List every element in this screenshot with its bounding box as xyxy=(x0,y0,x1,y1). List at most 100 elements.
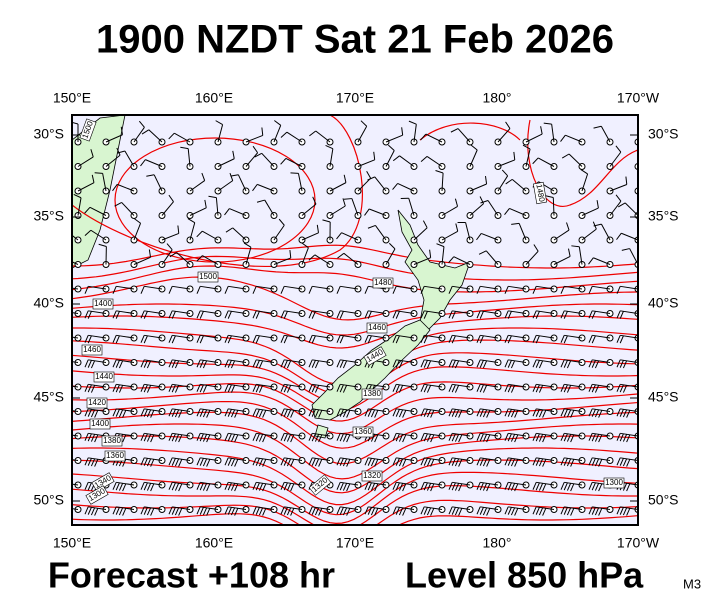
barb-tick xyxy=(479,482,484,491)
barb-tick xyxy=(138,120,145,128)
barb-tick xyxy=(532,310,537,319)
contour-label-bg xyxy=(89,418,111,430)
barb-tick xyxy=(615,145,622,153)
barb-tick xyxy=(370,409,376,418)
barb-tick xyxy=(140,433,145,441)
barb-tick xyxy=(252,457,257,466)
barb-tick xyxy=(374,483,379,492)
barb-tick xyxy=(199,433,204,442)
barb-tick xyxy=(252,286,257,294)
barb-tick xyxy=(616,433,621,441)
barb-staff xyxy=(452,285,471,290)
barb-tick xyxy=(187,218,196,224)
barb-tick xyxy=(454,409,460,418)
barb-tick xyxy=(174,483,180,491)
barb-tick xyxy=(504,335,509,343)
lat-label-left: 40°S xyxy=(33,295,64,311)
contour-label-bg xyxy=(366,322,388,334)
barb-tick xyxy=(174,409,180,418)
barb-tick xyxy=(94,434,99,443)
barb-tick xyxy=(598,434,603,443)
barb-tick xyxy=(229,172,234,181)
barb-staff xyxy=(329,205,346,216)
barb-tick xyxy=(308,286,313,294)
contour-label: 1320 xyxy=(361,470,383,482)
barb-tick xyxy=(115,360,120,368)
barb-tick xyxy=(560,335,565,343)
barb-tick xyxy=(199,458,204,466)
barb-tick xyxy=(312,196,317,205)
barb-tick xyxy=(336,310,341,319)
barb-staff xyxy=(228,285,247,290)
barb-tick xyxy=(594,434,600,442)
barb-staff xyxy=(121,202,135,216)
barb-tick xyxy=(373,151,376,160)
barb-tick xyxy=(395,360,400,368)
barb-tick xyxy=(480,200,489,204)
barb-staff xyxy=(441,205,458,216)
barb-staff xyxy=(426,155,443,167)
barb-tick xyxy=(504,208,510,216)
barb-staff xyxy=(385,150,395,167)
barb-tick xyxy=(171,360,176,368)
barb-staff xyxy=(375,225,387,241)
barb-tick xyxy=(230,174,239,177)
barb-tick xyxy=(118,385,124,393)
barb-staff xyxy=(469,203,484,216)
barb-tick xyxy=(616,335,621,343)
lon-label-bottom: 180° xyxy=(483,535,512,551)
barb-tick xyxy=(448,359,453,368)
barb-tick xyxy=(262,434,267,443)
barb-tick xyxy=(112,506,117,515)
barb-tick xyxy=(510,409,516,418)
barb-staff xyxy=(413,227,428,241)
barb-tick xyxy=(482,434,488,442)
barb-staff xyxy=(72,385,79,388)
barb-tick xyxy=(420,457,425,466)
barb-tick xyxy=(143,458,148,466)
barb-tick xyxy=(598,483,603,492)
barb-tick xyxy=(367,176,376,181)
barb-tick xyxy=(174,458,180,467)
barb-staff xyxy=(257,183,275,192)
contour-label: 1400 xyxy=(89,418,111,430)
barb-tick xyxy=(588,359,593,368)
barb-tick xyxy=(422,220,428,228)
barb-tick xyxy=(227,458,232,466)
barb-tick xyxy=(336,482,341,490)
south-island xyxy=(311,319,431,421)
barb-tick xyxy=(616,506,621,515)
contour-label-text: 1380 xyxy=(103,436,121,445)
barb-tick xyxy=(510,507,516,516)
barb-tick xyxy=(67,459,70,466)
barb-tick xyxy=(514,459,519,467)
barb-tick xyxy=(423,409,428,417)
barb-tick xyxy=(398,507,404,516)
barb-tick xyxy=(346,459,351,467)
barb-tick xyxy=(402,434,407,443)
barb-tick xyxy=(532,157,539,165)
barb-tick xyxy=(560,359,565,368)
barb-tick xyxy=(171,433,176,442)
barb-staff xyxy=(72,434,79,437)
barb-tick xyxy=(426,458,432,467)
barb-tick xyxy=(339,482,344,491)
contour-label-bg xyxy=(93,371,115,383)
barb-tick xyxy=(143,482,148,491)
barb-tick xyxy=(84,206,91,214)
barb-tick xyxy=(140,384,145,392)
contour-label-text: 1420 xyxy=(88,398,106,407)
barb-staff xyxy=(469,149,478,167)
barb-staff xyxy=(284,285,303,290)
barb-tick xyxy=(420,133,427,141)
barb-tick xyxy=(476,310,481,319)
contour xyxy=(72,303,638,336)
barb-tick xyxy=(482,385,488,393)
contour-label: 1480 xyxy=(532,181,548,205)
contour-label-bg xyxy=(308,474,332,496)
barb-staff xyxy=(551,124,555,143)
barb-tick xyxy=(140,506,145,515)
barb-tick xyxy=(535,409,540,417)
barb-tick xyxy=(339,360,344,368)
barb-tick xyxy=(566,483,572,491)
